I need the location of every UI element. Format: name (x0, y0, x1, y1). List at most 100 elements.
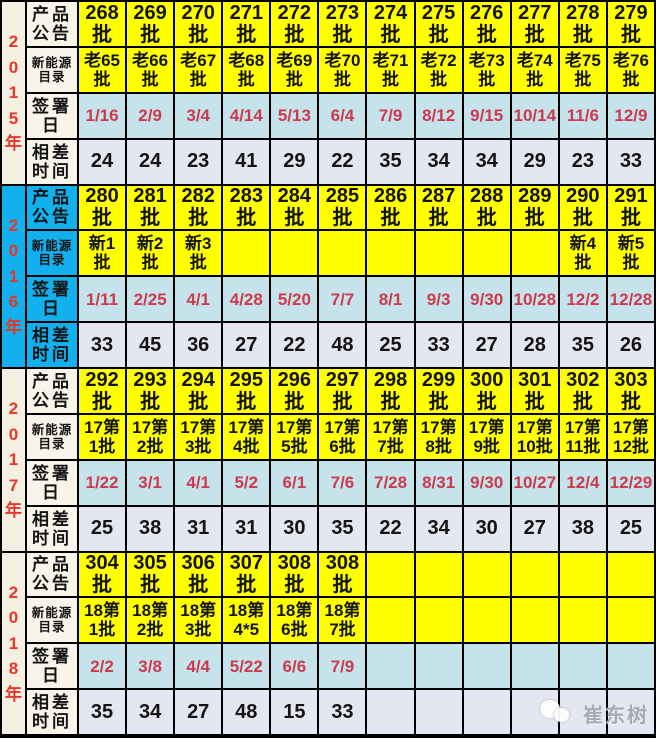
cell-diff_days-2018-6: 33 (319, 690, 366, 734)
cell-diff_days-2015-8: 34 (415, 139, 462, 184)
cell-catalog-2017-9: 17第 9批 (463, 414, 510, 459)
cell-catalog-2016-12: 新5 批 (607, 231, 654, 276)
cell-announce-2018-9 (463, 552, 510, 597)
cell-sign_date-2018-9 (463, 644, 510, 689)
cell-diff_days-2016-9: 27 (463, 323, 510, 367)
cell-catalog-2018-3: 18第 3批 (175, 598, 222, 643)
cell-diff_days-2018-7 (367, 690, 414, 734)
cell-catalog-2015-4: 老68 批 (223, 47, 270, 92)
row-label-announce-2018: 产品 公告 (27, 552, 77, 597)
cell-announce-2015-10: 277 批 (511, 2, 558, 46)
cell-diff_days-2016-3: 36 (175, 323, 222, 367)
cell-catalog-2017-8: 17第 8批 (415, 414, 462, 459)
cell-catalog-2018-7 (367, 598, 414, 643)
year-label-2016: 2 0 1 6 年 (2, 185, 25, 367)
row-label-diff_days-2015: 相差 时间 (27, 139, 77, 184)
cell-sign_date-2018-11 (559, 644, 606, 689)
cell-catalog-2018-1: 18第 1批 (79, 598, 126, 643)
cell-sign_date-2017-2: 3/1 (127, 460, 174, 505)
cell-sign_date-2015-10: 10/14 (511, 93, 558, 138)
row-label-catalog-2018: 新能源 目录 (27, 598, 77, 643)
cell-sign_date-2015-12: 12/9 (607, 93, 654, 138)
cell-catalog-2015-1: 老65 批 (79, 47, 126, 92)
cell-announce-2016-9: 288 批 (463, 185, 510, 230)
cell-announce-2016-7: 286 批 (367, 185, 414, 230)
cell-announce-2016-6: 285 批 (319, 185, 366, 230)
cell-sign_date-2015-6: 6/4 (319, 93, 366, 138)
cell-announce-2016-12: 291 批 (607, 185, 654, 230)
cell-announce-2017-2: 293 批 (127, 369, 174, 413)
cell-diff_days-2017-1: 25 (79, 506, 126, 551)
cell-catalog-2016-5 (271, 231, 318, 276)
cell-announce-2018-1: 304 批 (79, 552, 126, 597)
cell-diff_days-2018-3: 27 (175, 690, 222, 734)
cell-diff_days-2015-6: 22 (319, 139, 366, 184)
cell-sign_date-2018-4: 5/22 (223, 644, 270, 689)
row-label-catalog-2016: 新能源 目录 (27, 231, 77, 276)
cell-sign_date-2015-9: 9/15 (463, 93, 510, 138)
cell-catalog-2018-11 (559, 598, 606, 643)
cell-announce-2015-4: 271 批 (223, 2, 270, 46)
cell-catalog-2016-4 (223, 231, 270, 276)
cell-announce-2016-11: 290 批 (559, 185, 606, 230)
row-label-catalog-2017: 新能源 目录 (27, 414, 77, 459)
cell-diff_days-2017-10: 27 (511, 506, 558, 551)
cell-diff_days-2016-7: 25 (367, 323, 414, 367)
cell-sign_date-2018-12 (607, 644, 654, 689)
cell-diff_days-2015-3: 23 (175, 139, 222, 184)
cell-diff_days-2017-6: 35 (319, 506, 366, 551)
cell-announce-2015-8: 275 批 (415, 2, 462, 46)
cell-catalog-2016-1: 新1 批 (79, 231, 126, 276)
cell-sign_date-2017-7: 7/28 (367, 460, 414, 505)
cell-announce-2017-3: 294 批 (175, 369, 222, 413)
cell-diff_days-2018-11 (559, 690, 606, 734)
cell-catalog-2016-10 (511, 231, 558, 276)
cell-catalog-2016-2: 新2 批 (127, 231, 174, 276)
cell-announce-2017-12: 303 批 (607, 369, 654, 413)
cell-diff_days-2017-3: 31 (175, 506, 222, 551)
cell-diff_days-2015-9: 34 (463, 139, 510, 184)
year-label-2018: 2 0 1 8 年 (2, 552, 25, 734)
row-label-sign_date-2015: 签署 日 (27, 93, 77, 138)
cell-diff_days-2016-5: 22 (271, 323, 318, 367)
cell-sign_date-2016-11: 12/2 (559, 277, 606, 322)
cell-sign_date-2018-5: 6/6 (271, 644, 318, 689)
cell-announce-2017-11: 302 批 (559, 369, 606, 413)
row-label-sign_date-2017: 签署 日 (27, 460, 77, 505)
cell-catalog-2017-12: 17第 12批 (607, 414, 654, 459)
cell-sign_date-2016-2: 2/25 (127, 277, 174, 322)
cell-diff_days-2018-10 (511, 690, 558, 734)
cell-catalog-2016-8 (415, 231, 462, 276)
cell-announce-2018-4: 307 批 (223, 552, 270, 597)
cell-catalog-2017-11: 17第 11批 (559, 414, 606, 459)
cell-sign_date-2018-10 (511, 644, 558, 689)
row-label-announce-2016: 产品 公告 (27, 185, 77, 230)
cell-sign_date-2015-5: 5/13 (271, 93, 318, 138)
cell-sign_date-2017-4: 5/2 (223, 460, 270, 505)
cell-announce-2018-7 (367, 552, 414, 597)
cell-catalog-2016-3: 新3 批 (175, 231, 222, 276)
cell-sign_date-2017-10: 10/27 (511, 460, 558, 505)
cell-diff_days-2016-4: 27 (223, 323, 270, 367)
cell-sign_date-2017-12: 12/29 (607, 460, 654, 505)
cell-announce-2015-9: 276 批 (463, 2, 510, 46)
cell-sign_date-2017-9: 9/30 (463, 460, 510, 505)
cell-announce-2017-10: 301 批 (511, 369, 558, 413)
cell-diff_days-2015-7: 35 (367, 139, 414, 184)
cell-diff_days-2018-12 (607, 690, 654, 734)
cell-diff_days-2015-10: 29 (511, 139, 558, 184)
cell-diff_days-2018-8 (415, 690, 462, 734)
cell-catalog-2018-12 (607, 598, 654, 643)
cell-sign_date-2016-7: 8/1 (367, 277, 414, 322)
cell-catalog-2017-7: 17第 7批 (367, 414, 414, 459)
cell-catalog-2016-11: 新4 批 (559, 231, 606, 276)
cell-announce-2018-12 (607, 552, 654, 597)
cell-catalog-2018-5: 18第 6批 (271, 598, 318, 643)
cell-catalog-2016-6 (319, 231, 366, 276)
year-label-2015: 2 0 1 5 年 (2, 2, 25, 184)
cell-catalog-2018-6: 18第 7批 (319, 598, 366, 643)
cell-announce-2018-3: 306 批 (175, 552, 222, 597)
cell-catalog-2015-11: 老75 批 (559, 47, 606, 92)
cell-diff_days-2015-4: 41 (223, 139, 270, 184)
cell-sign_date-2017-1: 1/22 (79, 460, 126, 505)
